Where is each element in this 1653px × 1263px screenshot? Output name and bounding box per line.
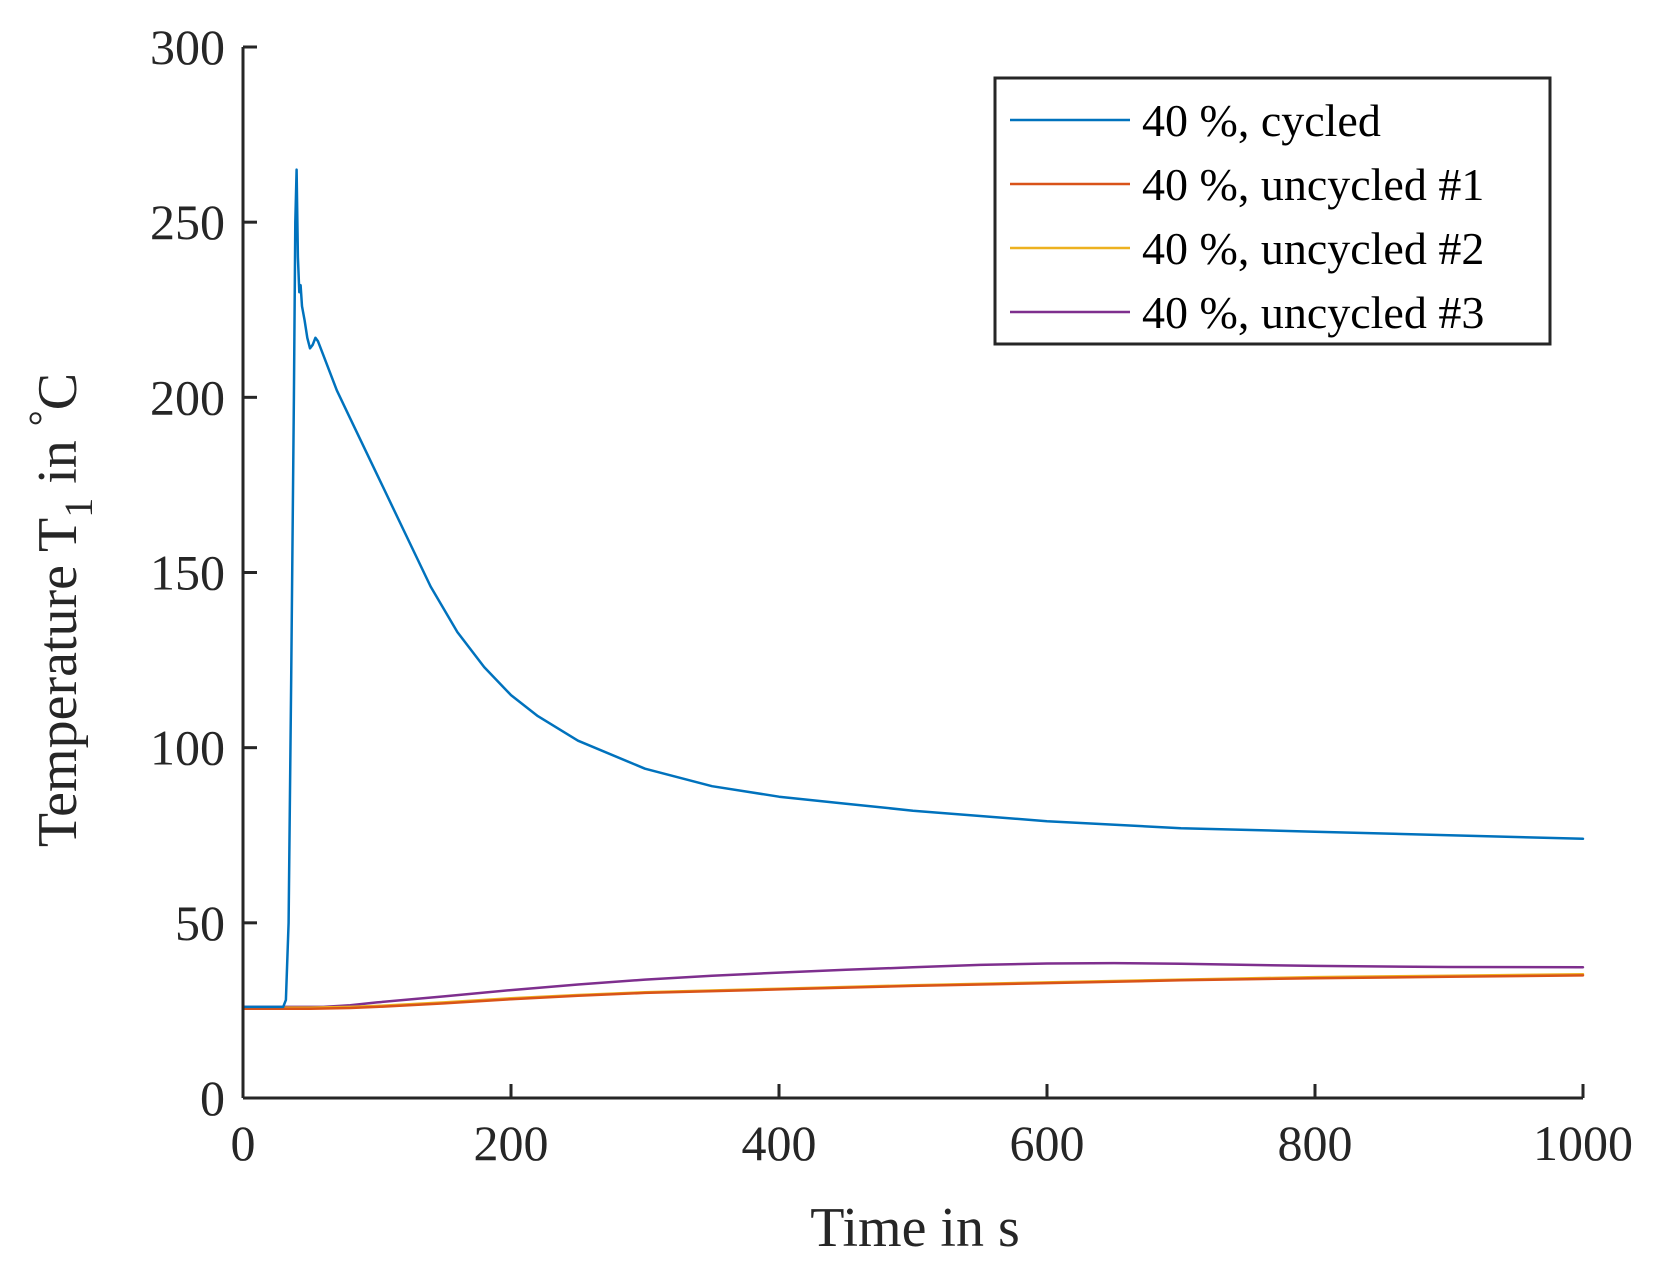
x-axis-title: Time in s <box>810 1197 1020 1259</box>
y-tick-label: 50 <box>175 895 225 951</box>
series-line <box>241 168 1585 1009</box>
y-tick-label: 150 <box>150 545 225 601</box>
legend: 40 %, cycled 40 %, uncycled #1 40 %, uncyc… <box>993 76 1552 346</box>
series-line <box>241 974 1585 1010</box>
y-tick-label: 250 <box>150 194 225 250</box>
x-tick-label: 600 <box>1010 1115 1085 1171</box>
y-axis-title-degree: ° <box>20 410 65 426</box>
y-axis-title: Temperature T1 in °C <box>20 373 101 847</box>
x-ticks: 0 200 400 600 800 1000 <box>231 1084 1633 1171</box>
legend-label: 40 %, uncycled #3 <box>1142 287 1484 338</box>
x-tick-label: 400 <box>742 1115 817 1171</box>
y-axis-title-unit: C <box>27 373 89 410</box>
legend-label: 40 %, uncycled #1 <box>1142 159 1484 210</box>
x-tick-label: 800 <box>1278 1115 1353 1171</box>
y-axis-title-subscript: 1 <box>56 498 101 518</box>
y-tick-label: 200 <box>150 369 225 425</box>
y-tick-label: 300 <box>150 19 225 75</box>
x-tick-label: 1000 <box>1533 1115 1633 1171</box>
x-tick-label: 200 <box>474 1115 549 1171</box>
y-axis-title-main: Temperature T <box>27 518 89 847</box>
legend-box <box>993 76 1552 346</box>
y-axis-title-suffix: in <box>27 426 89 498</box>
y-tick-label: 0 <box>200 1070 225 1126</box>
series-line <box>241 961 1585 1009</box>
y-tick-label: 100 <box>150 720 225 776</box>
y-ticks: 0 50 100 150 200 250 300 <box>150 19 257 1126</box>
legend-label: 40 %, uncycled #2 <box>1142 223 1484 274</box>
x-tick-label: 0 <box>231 1115 256 1171</box>
legend-entries: 40 %, cycled 40 %, uncycled #1 40 %, uncyc… <box>1010 95 1484 338</box>
series-layer <box>241 168 1585 1010</box>
legend-label: 40 %, cycled <box>1142 95 1381 146</box>
